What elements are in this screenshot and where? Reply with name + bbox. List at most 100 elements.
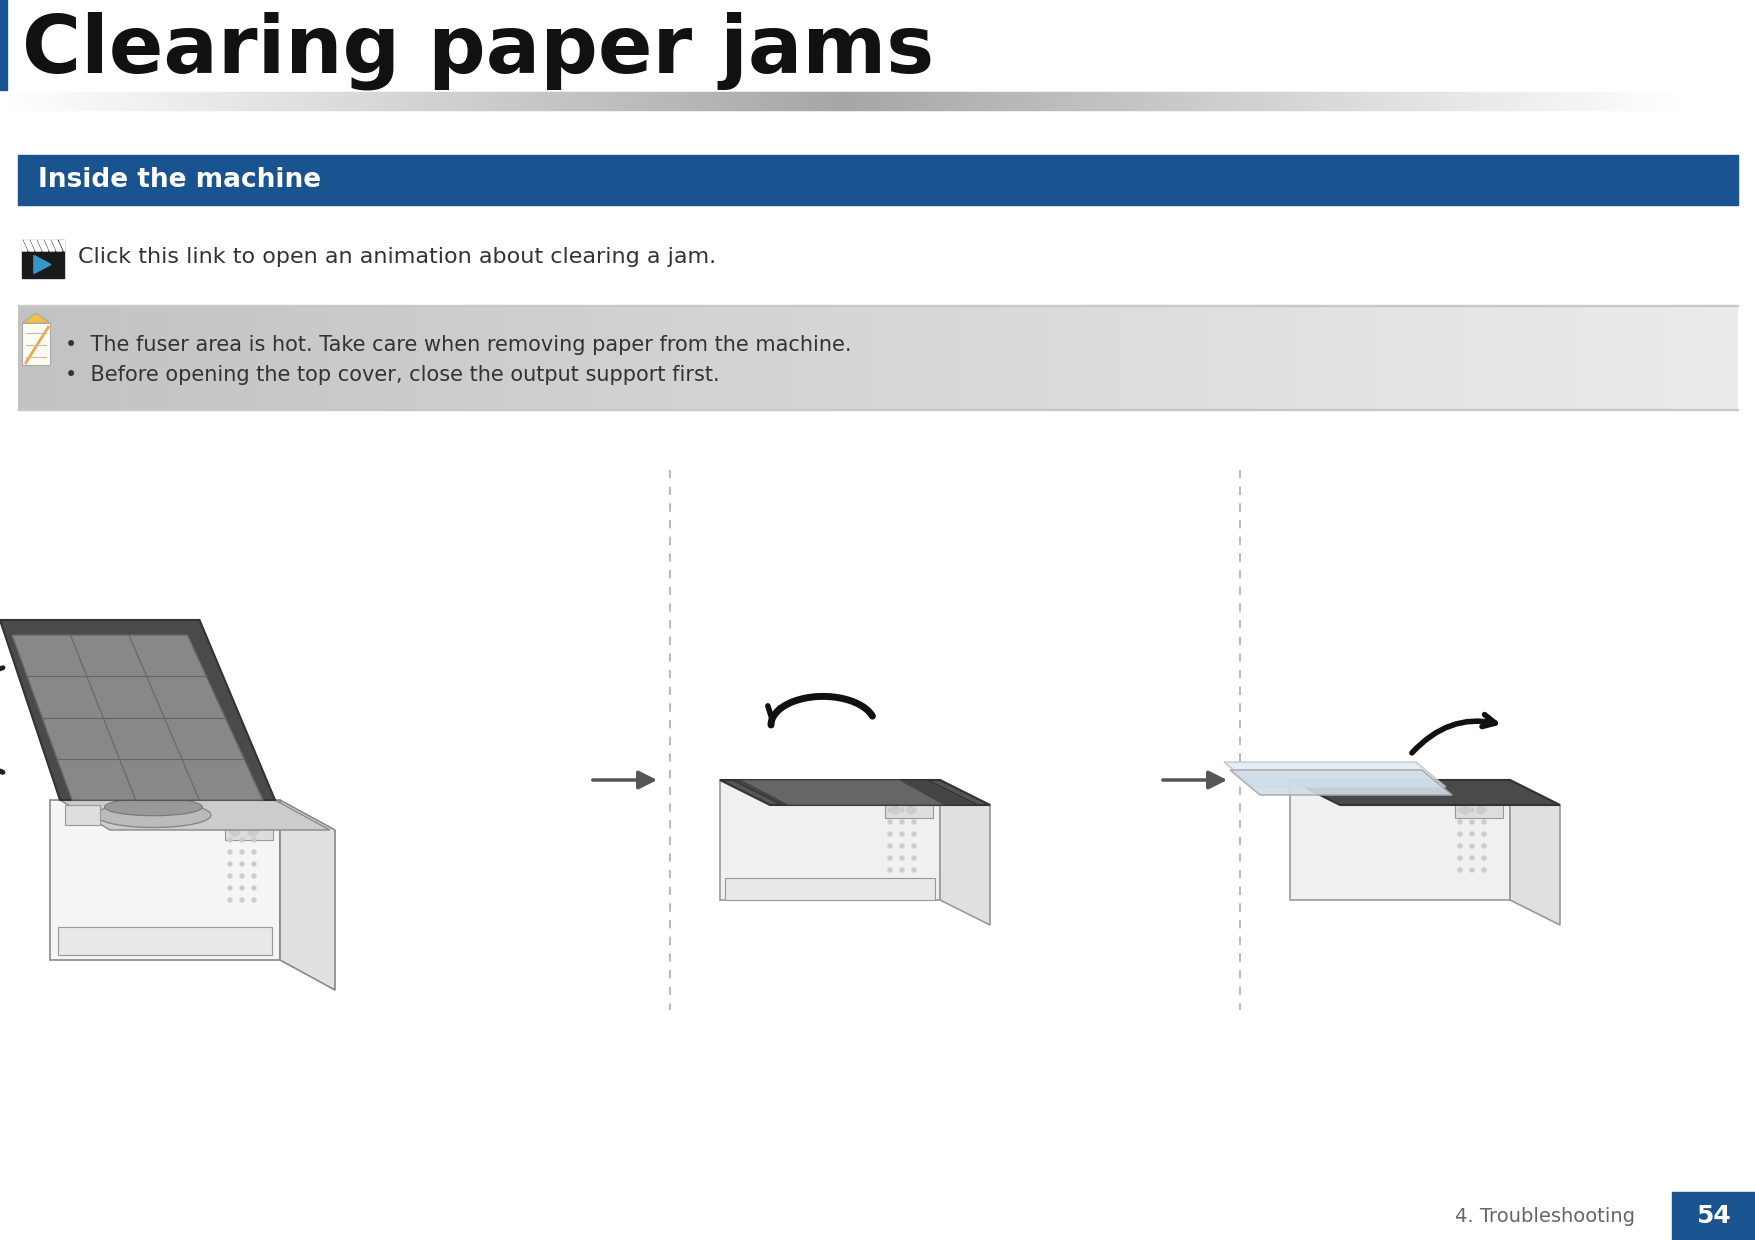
Bar xyxy=(362,92,370,110)
Bar xyxy=(311,92,319,110)
Bar xyxy=(1034,92,1042,110)
Bar xyxy=(748,92,756,110)
Bar xyxy=(344,92,355,110)
Bar xyxy=(1118,92,1127,110)
Bar xyxy=(1571,92,1580,110)
Bar xyxy=(1386,92,1395,110)
Bar xyxy=(1293,92,1302,110)
Bar xyxy=(377,92,388,110)
Bar xyxy=(109,92,119,110)
Polygon shape xyxy=(33,255,51,274)
Circle shape xyxy=(253,838,256,842)
Circle shape xyxy=(253,862,256,866)
Bar xyxy=(706,92,714,110)
Circle shape xyxy=(240,898,244,901)
Polygon shape xyxy=(941,780,990,925)
Ellipse shape xyxy=(105,799,202,816)
Circle shape xyxy=(240,887,244,890)
Bar xyxy=(211,92,219,110)
Bar xyxy=(1637,92,1648,110)
Circle shape xyxy=(913,844,916,848)
Circle shape xyxy=(913,820,916,825)
Polygon shape xyxy=(60,800,330,830)
Bar xyxy=(202,92,211,110)
Polygon shape xyxy=(39,241,47,250)
Bar xyxy=(404,92,412,110)
Bar xyxy=(697,92,707,110)
Bar xyxy=(1588,92,1597,110)
Bar xyxy=(437,92,446,110)
Bar xyxy=(25,92,35,110)
Circle shape xyxy=(1460,806,1469,813)
Bar xyxy=(225,822,274,839)
Bar xyxy=(570,92,581,110)
Bar xyxy=(419,92,430,110)
Bar xyxy=(1100,92,1109,110)
Bar xyxy=(681,92,690,110)
Bar xyxy=(160,92,168,110)
Circle shape xyxy=(253,874,256,878)
Bar xyxy=(1537,92,1546,110)
Bar xyxy=(370,92,379,110)
Circle shape xyxy=(888,844,892,848)
Bar xyxy=(18,92,26,110)
Bar xyxy=(1513,92,1522,110)
Polygon shape xyxy=(741,780,944,805)
Bar xyxy=(302,92,312,110)
Circle shape xyxy=(1471,868,1474,872)
Text: Inside the machine: Inside the machine xyxy=(39,167,321,193)
Circle shape xyxy=(900,868,904,872)
Bar xyxy=(890,92,900,110)
Bar xyxy=(412,92,421,110)
Bar xyxy=(168,92,177,110)
Bar xyxy=(932,92,942,110)
Circle shape xyxy=(253,898,256,901)
Bar xyxy=(1436,92,1446,110)
Bar xyxy=(1369,92,1379,110)
Bar xyxy=(605,92,614,110)
Bar xyxy=(286,92,295,110)
Circle shape xyxy=(228,874,232,878)
Bar xyxy=(269,92,279,110)
Bar xyxy=(612,92,623,110)
Bar xyxy=(151,92,161,110)
Bar xyxy=(1336,92,1344,110)
Circle shape xyxy=(888,832,892,836)
Bar xyxy=(1429,92,1437,110)
Bar xyxy=(226,92,237,110)
Circle shape xyxy=(900,844,904,848)
Text: 4. Troubleshooting: 4. Troubleshooting xyxy=(1455,1207,1636,1225)
Polygon shape xyxy=(720,780,941,900)
Circle shape xyxy=(253,849,256,854)
Bar xyxy=(1167,92,1178,110)
Bar xyxy=(42,92,51,110)
Circle shape xyxy=(1458,820,1462,825)
Bar xyxy=(488,92,497,110)
Circle shape xyxy=(900,796,904,800)
Circle shape xyxy=(1471,856,1474,861)
Bar xyxy=(67,92,77,110)
Bar xyxy=(33,92,44,110)
Circle shape xyxy=(240,849,244,854)
Bar xyxy=(1109,92,1118,110)
Circle shape xyxy=(1471,832,1474,836)
Circle shape xyxy=(228,849,232,854)
Bar xyxy=(1455,802,1502,818)
Circle shape xyxy=(900,808,904,812)
Bar xyxy=(579,92,590,110)
Bar xyxy=(1318,92,1329,110)
Bar xyxy=(18,305,1737,306)
Bar xyxy=(1092,92,1102,110)
Bar xyxy=(546,92,555,110)
Bar xyxy=(1671,92,1681,110)
Bar xyxy=(23,241,63,250)
Bar xyxy=(663,92,672,110)
Circle shape xyxy=(1481,796,1486,800)
Bar xyxy=(260,92,270,110)
Bar xyxy=(1311,92,1320,110)
Bar xyxy=(621,92,632,110)
Bar xyxy=(1353,92,1362,110)
Bar xyxy=(60,92,68,110)
Bar xyxy=(1327,92,1337,110)
Bar xyxy=(335,92,346,110)
